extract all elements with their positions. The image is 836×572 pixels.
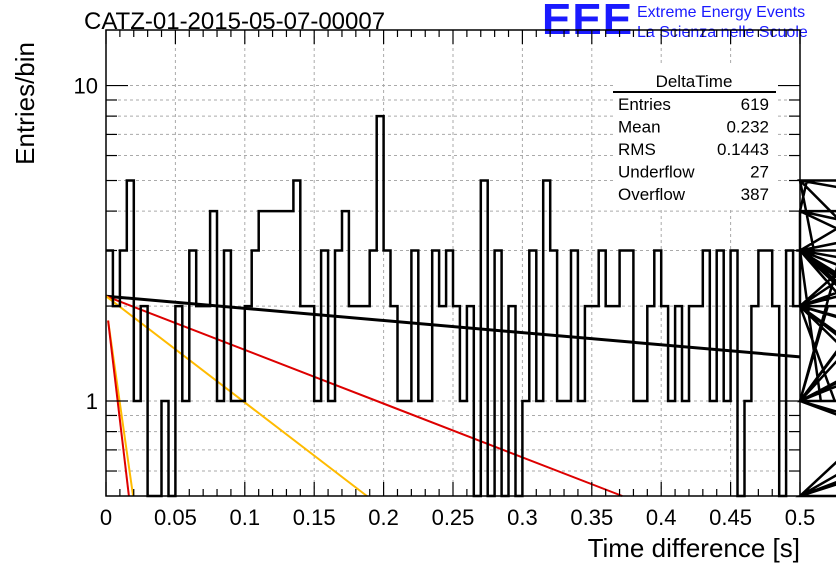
histogram-line	[106, 114, 836, 498]
y-axis-title: Entries/bin	[10, 42, 40, 165]
x-tick-labels: 0 0.05 0.1 0.15 0.2 0.25 0.3 0.35 0.4 0.45 0.5	[100, 505, 815, 530]
eee-logo: EEE Extreme Energy Events La Scienza nel…	[540, 0, 830, 46]
fit-curve	[105, 295, 623, 497]
x-axis-title: Time difference [s]	[588, 533, 800, 563]
x-tick-label: 0	[100, 505, 112, 530]
x-tick-label: 0.4	[646, 505, 677, 530]
fit-curve	[105, 295, 368, 497]
x-tick-label: 0.1	[230, 505, 261, 530]
stats-row-value: 0.1443	[717, 140, 769, 159]
stats-box-title: DeltaTime	[656, 72, 733, 91]
axis-ticks	[105, 30, 801, 496]
x-tick-label: 0.2	[368, 505, 399, 530]
stats-box: DeltaTime Entries 619 Mean 0.232 RMS 0.1443 Un…	[613, 66, 776, 208]
x-tick-label: 0.3	[507, 505, 538, 530]
x-tick-label: 0.5	[785, 505, 816, 530]
x-tick-label: 0.15	[293, 505, 336, 530]
fit-curve	[107, 320, 130, 497]
y-tick-label: 1	[86, 389, 98, 414]
stats-row-value: 619	[741, 95, 769, 114]
x-tick-label: 0.45	[709, 505, 752, 530]
logo-line-2: La Scienza nelle Scuole	[637, 24, 808, 41]
stats-row-label: Underflow	[618, 163, 695, 182]
stats-row-value: 27	[750, 163, 769, 182]
x-tick-label: 0.05	[154, 505, 197, 530]
y-tick-label: 10	[74, 74, 98, 99]
stats-row-label: Mean	[618, 118, 661, 137]
stats-rows: Entries 619 Mean 0.232 RMS 0.1443 Underflow 27 O…	[618, 95, 769, 204]
stats-row-label: Entries	[618, 95, 671, 114]
stats-row-label: Overflow	[618, 185, 686, 204]
y-tick-labels: 1 10	[74, 74, 98, 414]
x-tick-label: 0.25	[432, 505, 475, 530]
stats-row-value: 387	[741, 185, 769, 204]
stats-box-background	[613, 66, 776, 208]
fit-curves	[105, 294, 801, 497]
fit-curve	[105, 294, 801, 359]
eee-logo-mark: EEE	[542, 0, 634, 44]
logo-line-1: Extreme Energy Events	[637, 4, 806, 21]
x-tick-label: 0.35	[570, 505, 613, 530]
stats-row-value: 0.232	[726, 118, 769, 137]
stats-row-label: RMS	[618, 140, 656, 159]
